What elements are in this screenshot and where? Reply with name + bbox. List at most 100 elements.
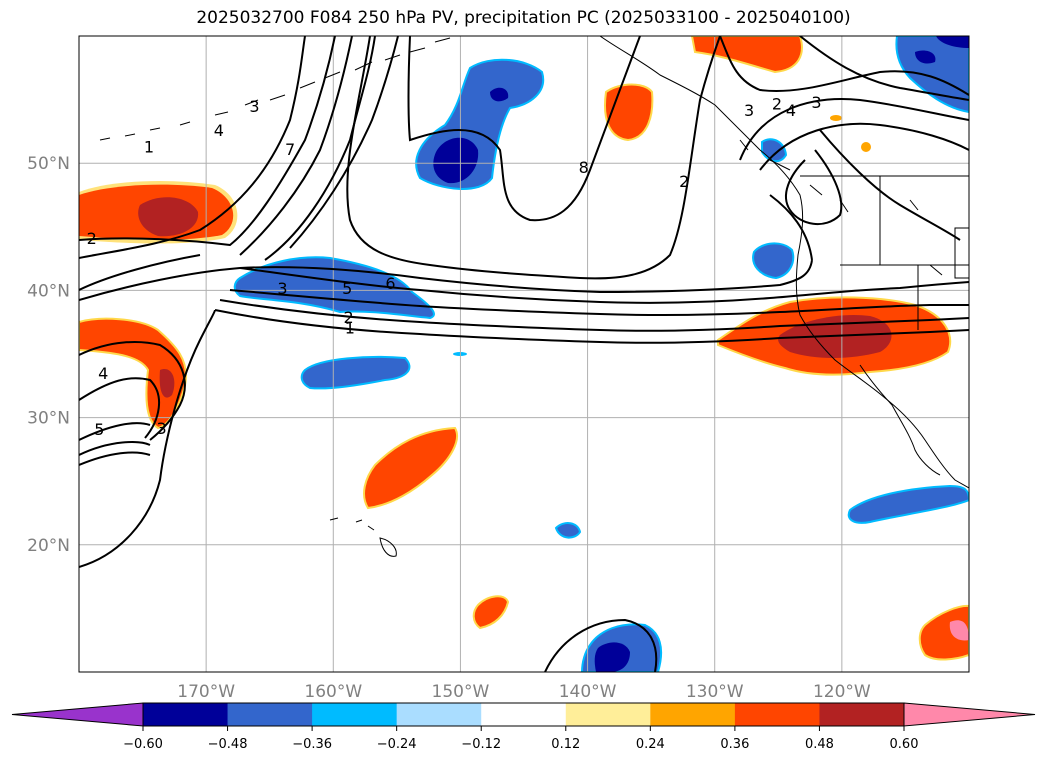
pv-contour-label: 2 [679,172,689,191]
pv-contour-label: 7 [285,140,295,159]
coastline-baja [859,364,941,476]
precip-region [918,604,969,661]
pv-contour-label: 3 [744,101,754,120]
pv-contour [214,309,969,344]
precip-region [915,50,936,64]
pv-contour-label: 5 [94,420,104,439]
precip-region [159,369,175,398]
lat-tick-label: 40°N [27,281,70,301]
precip-region [830,115,842,121]
precip-region [936,36,969,48]
lon-tick-label: 160°W [304,682,362,702]
colorbar-segment [312,703,398,726]
pv-contour [79,194,813,301]
precip-region [761,138,788,163]
pv-contour [79,451,151,466]
precip-region [594,642,630,672]
pv-contour [739,98,969,161]
pv-contour [79,309,216,568]
coastline-alaska [599,36,969,489]
pv-contour-label: 4 [214,121,224,140]
colorbar-segment [819,703,905,726]
lat-tick-labels: 20°N 30°N 40°N 50°N [27,154,70,556]
pv-contour-label: 3 [249,97,259,116]
colorbar-tick-label: −0.36 [292,737,332,752]
hawaii-islands [329,517,397,557]
precip-region [690,36,803,74]
lon-tick-label: 140°W [559,682,617,702]
pv-contour [785,149,843,226]
precip-region [752,242,795,280]
pv-contour-label: 3 [157,419,167,438]
pv-contour [79,36,336,247]
pv-contour [289,36,399,249]
precip-region [300,355,411,390]
precip-region [472,595,510,630]
pv-contour [264,36,376,261]
colorbar-extend-low [11,702,144,727]
lon-tick-label: 120°W [813,682,871,702]
pv-contour-label: 3 [811,93,821,112]
coastlines [99,36,969,557]
pv-contour [79,254,201,291]
precip-region [554,522,582,539]
precip-region [847,484,969,524]
pv-contour [79,422,151,441]
colorbar-tick-label: −0.12 [461,737,501,752]
pv-contour [544,618,658,672]
colorbar-tick-label: 0.36 [720,737,749,752]
pv-contour [239,267,969,304]
colorbar-segment [481,703,567,726]
colorbar-segment [734,703,820,726]
precip-regions [79,36,969,672]
pv-contour-label: 1 [144,138,154,157]
map-frame [78,35,970,673]
chart-title: 2025032700 F084 250 hPa PV, precipitatio… [196,8,851,28]
pv-contour [407,36,641,222]
pv-contour-label: 2 [343,308,353,327]
pv-contour-label: 2 [87,229,97,248]
pv-contour [819,129,961,241]
coastline-islands [739,139,943,276]
pv-contour-label: 4 [786,101,796,120]
colorbar-segment [227,703,313,726]
precip-region [490,87,509,102]
pv-contour [79,377,161,439]
pv-contour [346,36,721,280]
lon-tick-labels: 170°W 160°W 150°W 140°W 130°W 120°W [177,682,871,702]
colorbar-segment [396,703,482,726]
pv-contour [219,299,969,332]
colorbar-segment [565,703,651,726]
pv-contour-label: 6 [385,274,395,293]
colorbar-segment [143,703,229,726]
precip-region [138,197,199,237]
colorbar-tick-label: 0.12 [551,737,580,752]
pv-contour [79,341,186,441]
colorbar-segment [650,703,736,726]
pv-contour [239,36,353,256]
pv-contour-label: 5 [342,279,352,298]
colorbar-tick-label: −0.60 [123,737,163,752]
pv-contour [79,36,306,259]
pv-contour [229,289,969,317]
precip-region [433,137,479,184]
colorbar-frame [142,702,905,727]
colorbar-extend-high [903,702,1036,727]
colorbar-tick-label: 0.24 [636,737,665,752]
precip-region [363,426,458,510]
precip-region [861,142,871,152]
lat-tick-label: 30°N [27,409,70,429]
pv-contour-label: 8 [579,158,589,177]
pv-contour-label: 4 [98,364,108,383]
pv-contour [759,122,969,171]
gridlines [79,36,969,672]
lat-tick-label: 50°N [27,154,70,174]
lon-tick-label: 130°W [686,682,744,702]
pv-contours [79,36,969,672]
colorbar-tick-label: −0.48 [208,737,248,752]
pv-contour [799,36,969,101]
pv-contour [719,36,969,96]
pv-contour-label: 3 [277,279,287,298]
